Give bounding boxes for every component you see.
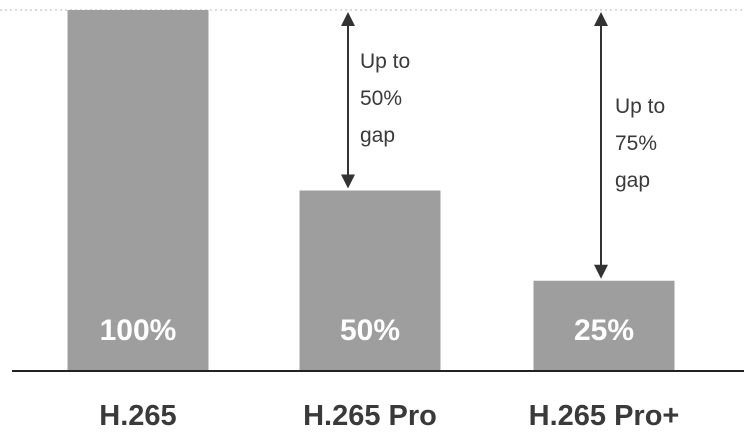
gap-annotation-text: Up to — [615, 95, 665, 118]
arrow-head-up — [341, 12, 355, 26]
gap-annotation-text: 50% — [360, 87, 402, 110]
bar-value-label: 50% — [340, 314, 400, 347]
category-label: H.265 Pro — [303, 400, 437, 432]
category-label: H.265 — [99, 400, 176, 432]
bars-group — [67, 10, 675, 371]
bar-1 — [67, 10, 209, 371]
bar-3 — [533, 280, 675, 371]
gap-annotation-text: 75% — [615, 132, 657, 155]
gap-annotation-text: gap — [615, 169, 650, 192]
bar-value-labels: 100% 50% 25% — [100, 314, 634, 347]
bar-value-label: 100% — [100, 314, 177, 347]
category-labels: H.265 H.265 Pro H.265 Pro+ — [99, 400, 679, 432]
arrow-head-down — [594, 264, 608, 279]
gap-annotation-text: gap — [360, 124, 395, 147]
bar-2 — [299, 190, 441, 371]
gap-annotation-text: Up to — [360, 50, 410, 73]
arrow-head-up — [594, 12, 608, 26]
category-label: H.265 Pro+ — [529, 400, 680, 432]
bar-value-label: 25% — [574, 314, 634, 347]
arrow-head-down — [341, 174, 355, 189]
gap-annotations: Up to 50% gap Up to 75% gap — [341, 12, 665, 279]
